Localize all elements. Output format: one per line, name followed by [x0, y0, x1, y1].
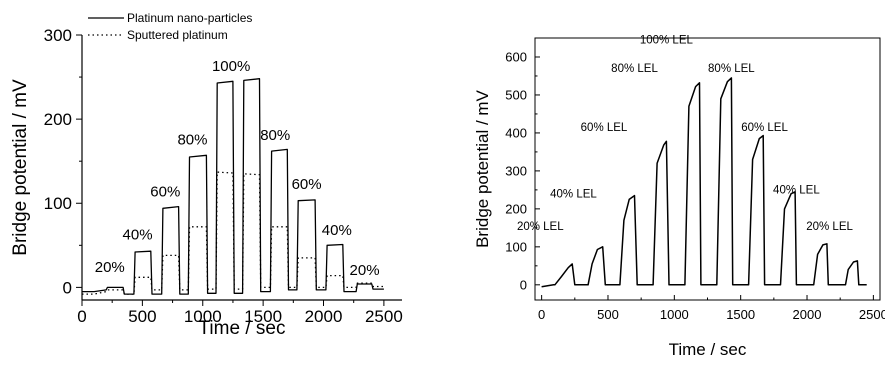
concentration-label: 60% LEL: [581, 122, 628, 134]
concentration-label: 20% LEL: [517, 221, 564, 233]
concentration-label: 100% LEL: [640, 35, 694, 47]
y-axis-label: Bridge potential / mV: [10, 79, 31, 256]
x-axis-label: Time / sec: [199, 318, 286, 339]
concentration-label: 60% LEL: [741, 122, 788, 134]
x-tick-label: 1000: [660, 307, 689, 322]
concentration-label: 20%: [95, 259, 125, 276]
x-axis-label: Time / sec: [669, 340, 747, 359]
y-tick-label: 100: [505, 239, 527, 254]
series-line-platinum-nano-particles: [82, 78, 384, 295]
plot-frame: [534, 37, 881, 301]
y-tick-label: 200: [505, 201, 527, 216]
x-tick-label: 2500: [859, 307, 885, 322]
y-tick-label: 300: [44, 26, 72, 45]
concentration-label: 40%: [322, 222, 352, 239]
concentration-label: 40%: [123, 226, 153, 243]
x-tick-label: 0: [77, 307, 86, 326]
concentration-label: 80% LEL: [611, 63, 658, 75]
y-tick-label: 200: [44, 110, 72, 129]
x-tick-label: 500: [597, 307, 619, 322]
x-tick-label: 2000: [793, 307, 822, 322]
x-tick-label: 1000: [184, 307, 222, 326]
x-tick-label: 1500: [726, 307, 755, 322]
series-line-bridge-potential: [541, 77, 867, 288]
concentration-label: 40% LEL: [773, 185, 820, 197]
left-chart: 0 500 1000 1500 2000 2500 0 100 200 300 Time / sec…: [10, 11, 403, 339]
concentration-label: 60%: [150, 184, 180, 201]
concentration-label: 100%: [212, 58, 250, 75]
x-tick-label: 2500: [365, 307, 403, 326]
x-tick-label: 500: [128, 307, 156, 326]
concentration-label: 40% LEL: [550, 188, 597, 200]
legend-label: Sputtered platinum: [127, 28, 228, 42]
y-tick-label: 600: [505, 50, 527, 65]
y-tick-label: 500: [505, 88, 527, 103]
concentration-label: 80% LEL: [708, 63, 755, 75]
right-chart: 0 500 1000 1500 2000 2500 0 100 200 300 400 500 600 T…: [473, 35, 885, 359]
y-tick-label: 100: [44, 194, 72, 213]
y-tick-label: 300: [505, 163, 527, 178]
series-line-sputtered-platinum: [82, 171, 384, 295]
concentration-label: 80%: [260, 127, 290, 144]
concentration-label: 20%: [350, 262, 380, 279]
y-axis-label: Bridge potential / mV: [473, 89, 492, 247]
x-tick-label: 1500: [244, 307, 282, 326]
legend: Platinum nano-particles Sputtered platinu…: [88, 11, 252, 42]
concentration-label: 80%: [177, 131, 207, 148]
concentration-label: 20% LEL: [806, 221, 853, 233]
legend-label: Platinum nano-particles: [127, 11, 252, 25]
x-tick-label: 2000: [305, 307, 343, 326]
y-tick-label: 0: [63, 278, 72, 297]
x-tick-label: 0: [538, 307, 545, 322]
concentration-label: 60%: [292, 176, 322, 193]
y-tick-label: 0: [520, 277, 527, 292]
y-tick-label: 400: [505, 125, 527, 140]
